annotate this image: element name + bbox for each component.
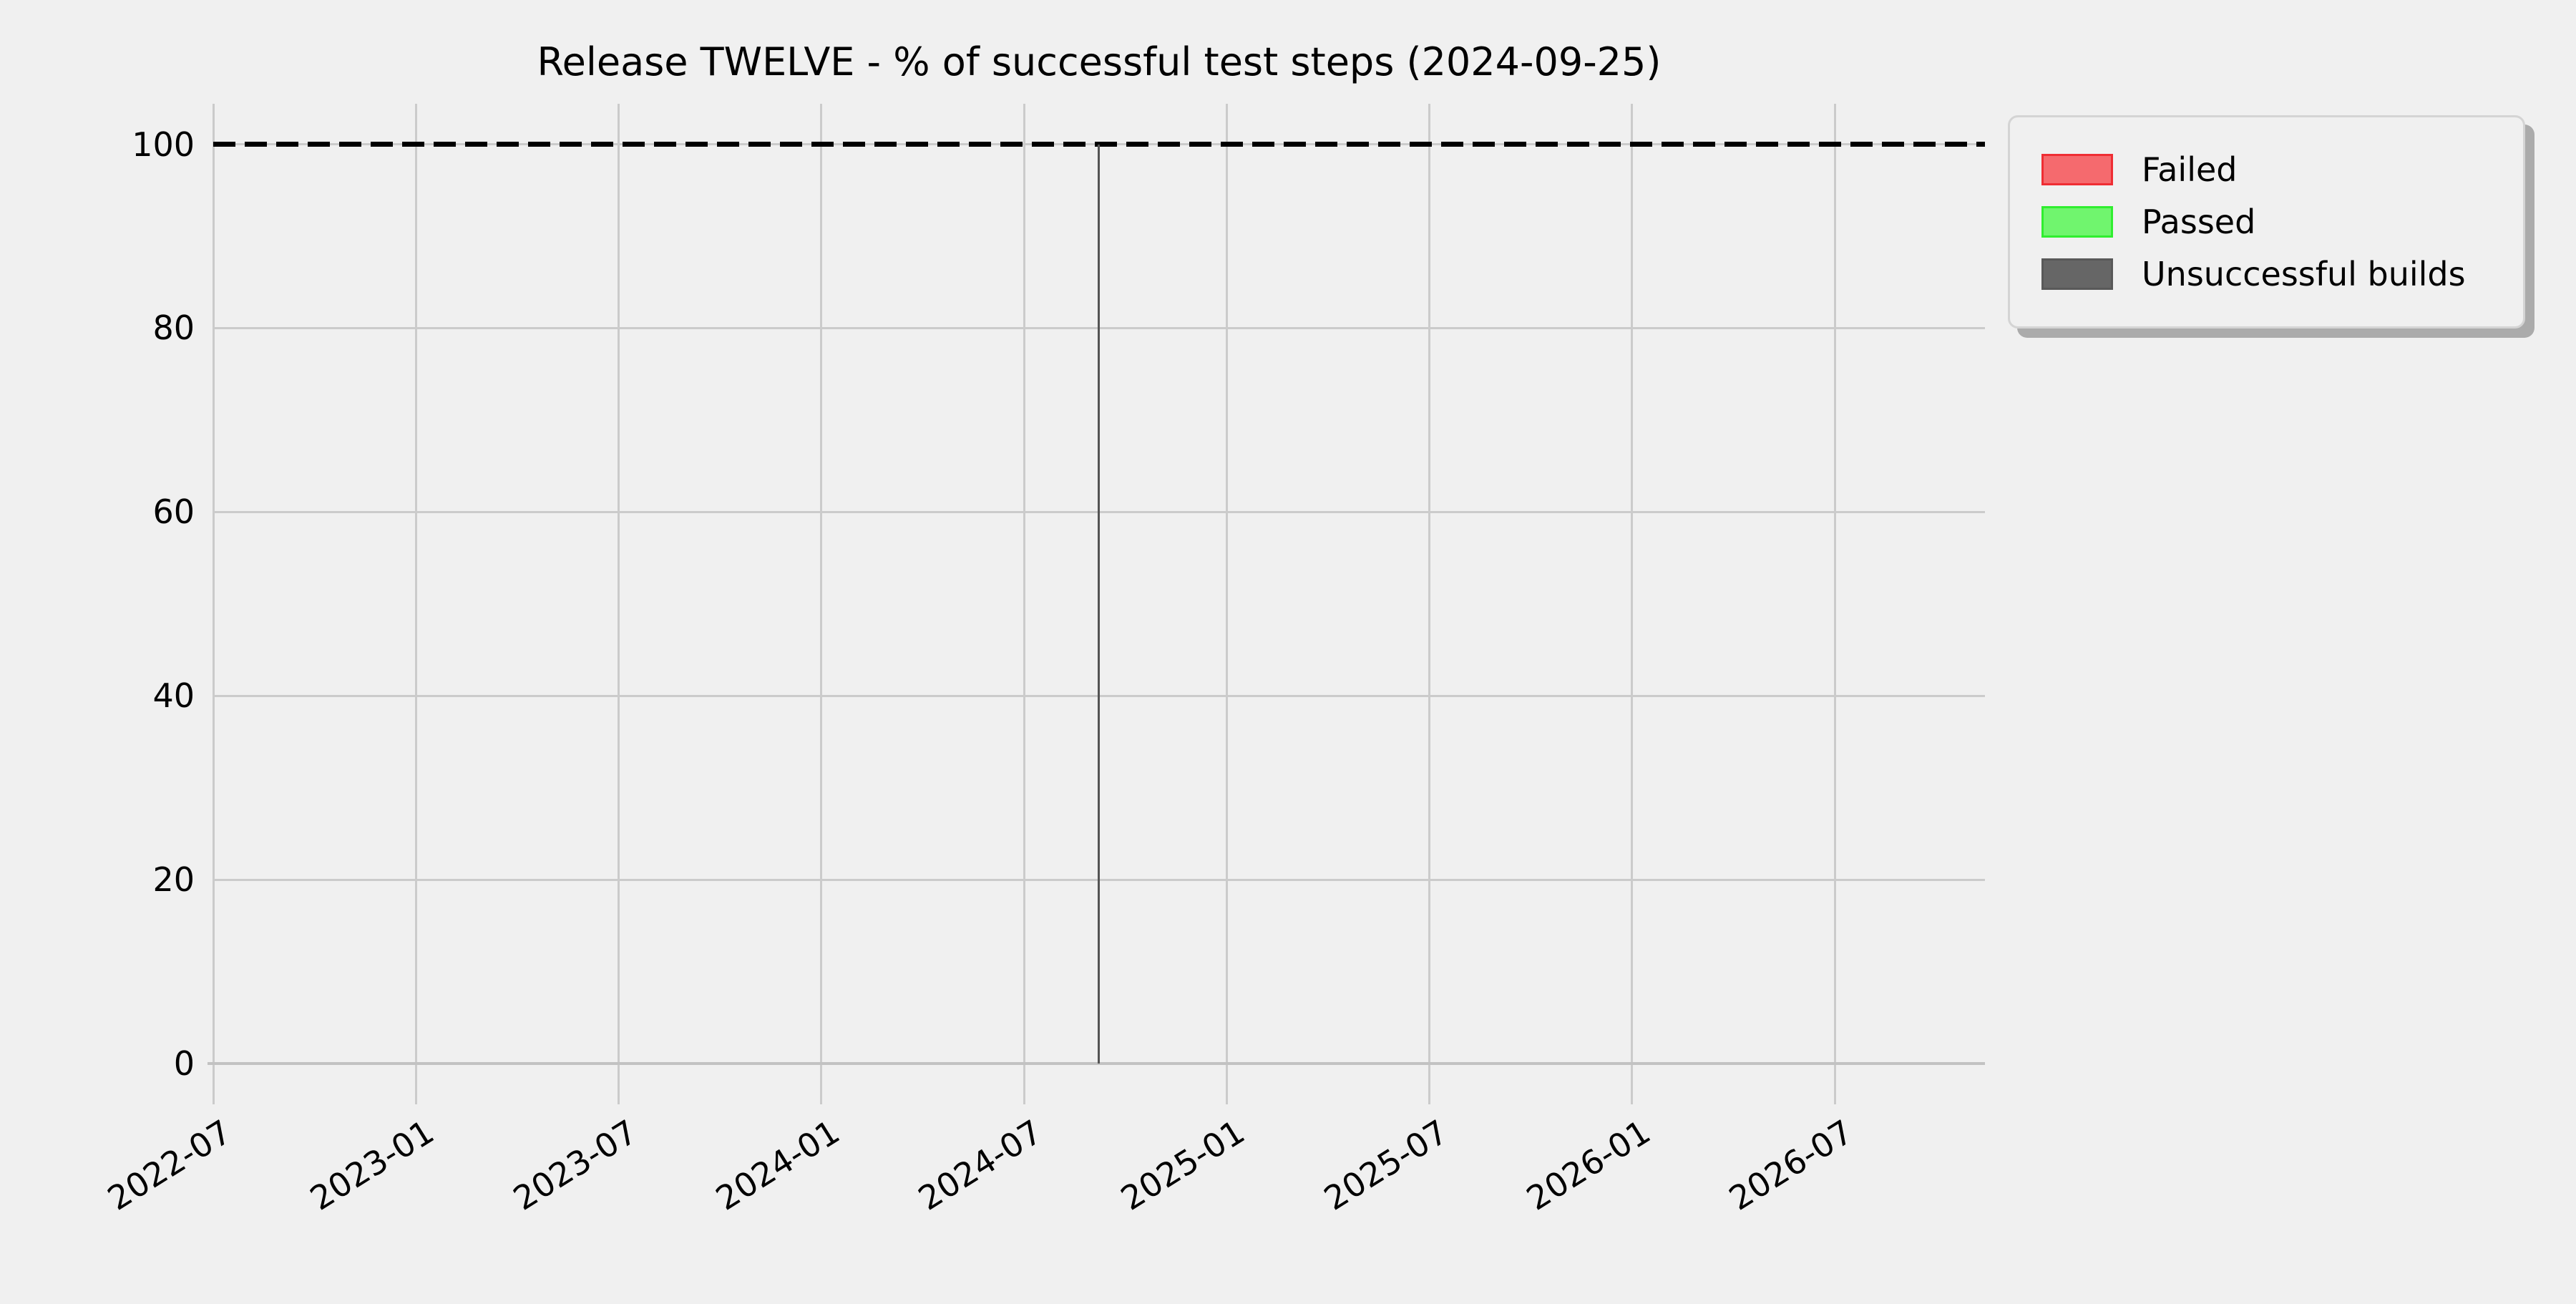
x-gridline [1833,104,1836,1104]
plot-area [208,104,1985,1104]
y-tick-label: 80 [152,308,195,348]
x-gridline [1428,104,1430,1104]
x-gridline [618,104,620,1104]
chart-title: Release TWELVE - % of successful test st… [537,39,1662,84]
legend-label: Passed [2142,203,2256,241]
unsuccessful-build-bar [1097,144,1100,1064]
y-tick-label: 60 [152,492,195,532]
x-gridline [820,104,823,1104]
y-tick-label: 20 [152,860,195,900]
legend-swatch [2041,206,2113,238]
legend-swatch [2041,154,2113,185]
y-tick-label: 100 [132,125,195,164]
x-gridline [414,104,417,1104]
x-gridline [1225,104,1228,1104]
legend-swatch [2041,258,2113,290]
y-tick-label: 0 [173,1044,195,1083]
legend-row: Unsuccessful builds [2041,255,2523,293]
legend-row: Failed [2041,150,2523,189]
y-tick-label: 40 [152,676,195,716]
legend-label: Failed [2142,150,2238,189]
legend-label: Unsuccessful builds [2142,255,2466,293]
x-gridline [1631,104,1634,1104]
legend: Failed Passed Unsuccessful builds [2008,115,2525,329]
x-gridline [1023,104,1025,1104]
y-gridline [208,1062,1985,1065]
x-gridline [212,104,215,1104]
legend-row: Passed [2041,203,2523,241]
